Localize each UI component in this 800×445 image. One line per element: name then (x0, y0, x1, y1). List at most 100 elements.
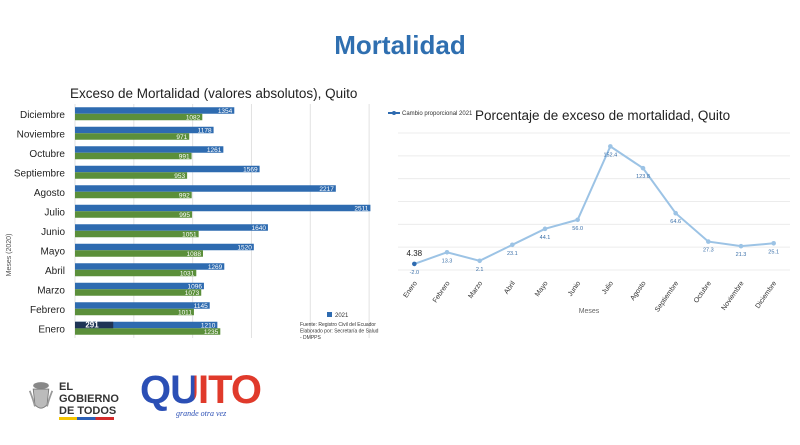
line-x-tick-label: Noviembre (720, 280, 745, 312)
bar-chart-category-label: Septiembre (14, 168, 66, 179)
bar-chart-category-label: Agosto (34, 188, 66, 199)
line-point (608, 144, 613, 149)
bar-series-2 (75, 191, 192, 199)
bar-2021-value-label: 1569 (243, 166, 258, 173)
bar-chart-category-label: Marzo (37, 285, 65, 296)
line-x-tick-label: Febrero (432, 280, 452, 304)
bar-series-2-value-label: 1088 (187, 251, 202, 258)
bar-series-2 (75, 328, 221, 335)
line-point (706, 239, 711, 244)
line-chart-panel: Cambio proporcional 2021 Porcentaje de ex… (380, 98, 800, 328)
bar-legend-swatch (327, 312, 332, 317)
footer (0, 350, 800, 445)
government-logo-stripe (59, 417, 114, 420)
line-point-label: 56.0 (572, 226, 583, 232)
line-point (771, 240, 776, 246)
line-x-tick-label: Mayo (534, 280, 550, 298)
line-x-tick-label: Julio (601, 280, 615, 296)
bar-chart-category-label: Febrero (30, 305, 65, 316)
bar-chart-category-label: Octubre (29, 149, 65, 160)
bar-2021-value-label: 1210 (201, 322, 216, 329)
bar-series-2 (75, 289, 202, 296)
line-point-label: 13.3 (442, 258, 453, 264)
bar-series-2-value-label: 992 (179, 192, 190, 199)
quito-logo: QUITO (140, 368, 262, 412)
bar-chart-title: Exceso de Mortalidad (valores absolutos)… (70, 86, 357, 101)
bar-series-2-value-label: 995 (179, 212, 190, 219)
line-point (575, 217, 580, 223)
line-x-tick-label: Abril (503, 280, 517, 296)
bar-series-2 (75, 152, 192, 160)
bar-series-2-value-label: 1073 (185, 290, 200, 297)
line-x-tick-label: Enero (403, 280, 420, 299)
bar-series-2 (75, 133, 190, 140)
line-x-axis-label: Meses (579, 308, 600, 315)
bar-2021-value-label: 1096 (187, 283, 202, 290)
bar-2021-value-label: 1178 (198, 127, 212, 134)
bar-2021 (75, 146, 224, 153)
bar-2021-value-label: 1261 (207, 147, 222, 154)
line-point-label: 27.3 (703, 248, 714, 254)
bar-2021-value-label: 2217 (319, 186, 334, 193)
bar-2021 (75, 204, 371, 212)
bar-series-2-value-label: 1011 (178, 309, 192, 316)
bar-chart-category-label: Julio (44, 207, 65, 218)
bar-legend-label: 2021 (335, 313, 349, 319)
bar-chart-category-label: Enero (38, 324, 65, 335)
line-series (413, 144, 774, 265)
bar-2021 (75, 165, 260, 173)
bar-series-2-value-label: 1235 (204, 329, 219, 336)
coat-of-arms-icon (28, 382, 54, 409)
line-point-label: -2.0 (410, 270, 419, 276)
bar-source-line: - DMPPS (300, 335, 322, 341)
bar-chart-y-label: Meses (2020) (6, 234, 13, 277)
line-point (673, 210, 678, 216)
line-x-tick-label: Diciembre (754, 280, 778, 310)
line-legend-marker (392, 111, 396, 115)
bar-series-2-value-label: 1082 (186, 114, 201, 121)
bar-2021 (75, 321, 218, 329)
line-point (510, 242, 515, 248)
bar-annotation (75, 321, 114, 329)
quito-tagline: grande otra vez (176, 409, 227, 418)
bar-2021-value-label: 1354 (218, 108, 233, 115)
line-x-tick-label: Septiembre (654, 280, 680, 313)
line-callout-label: 4.38 (407, 249, 423, 258)
bar-2021 (75, 282, 204, 290)
line-chart: Cambio proporcional 2021 Porcentaje de ex… (388, 108, 790, 315)
bar-2021 (75, 185, 336, 192)
line-point (444, 249, 450, 255)
government-logo-text: EL GOBIERNO DE TODOS (59, 381, 119, 417)
bar-2021-value-label: 1269 (208, 264, 223, 271)
bar-2021 (75, 126, 214, 134)
line-x-tick-label: Marzo (467, 280, 484, 300)
bar-2021-value-label: 1520 (237, 244, 252, 251)
bar-2021-value-label: 1640 (251, 225, 266, 232)
line-point-label: 25.1 (768, 249, 779, 255)
bar-2021-value-label: 1145 (194, 303, 208, 310)
bar-2021 (75, 302, 210, 309)
bar-2021 (75, 243, 254, 251)
line-point-label: 2.1 (476, 267, 484, 273)
bar-chart-category-label: Diciembre (20, 110, 65, 121)
line-point (412, 261, 417, 267)
line-point-label: 152.4 (603, 152, 617, 158)
bar-series-2 (75, 230, 199, 238)
line-x-tick-label: Agosto (629, 280, 647, 302)
bar-series-2 (75, 113, 203, 121)
line-x-tick-label: Octubre (693, 280, 713, 304)
bar-series-2-value-label: 1031 (180, 270, 195, 277)
bar-series-2 (75, 269, 197, 277)
bar-2021 (75, 224, 268, 231)
bar-chart-category-label: Mayo (41, 246, 66, 257)
bar-2021 (75, 107, 235, 114)
bar-source-line: Elaborado por: Secretaría de Salud (300, 329, 379, 335)
line-legend-label: Cambio proporcional 2021 (402, 111, 473, 117)
bar-annotation-label: 291 (85, 320, 99, 329)
bar-series-2-value-label: 971 (176, 134, 187, 141)
bar-series-2 (75, 250, 203, 257)
line-point (477, 258, 482, 264)
line-point-label: 44.1 (540, 235, 551, 241)
line-point-label: 64.6 (670, 219, 681, 225)
page-title: Mortalidad (334, 30, 466, 60)
